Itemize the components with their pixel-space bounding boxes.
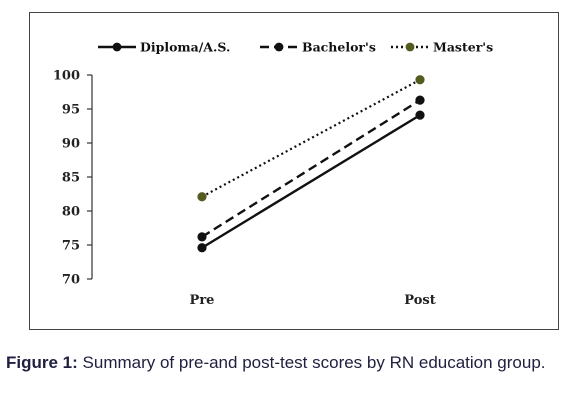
y-tick-label: 100 <box>53 69 80 84</box>
figure-frame <box>29 12 559 330</box>
legend-label: Diploma/A.S. <box>140 40 230 55</box>
legend: Diploma/A.S. Bachelor's Master's <box>98 40 493 55</box>
series-line-0 <box>201 114 421 249</box>
data-point <box>415 110 425 120</box>
legend-label: Master's <box>433 40 493 55</box>
series-line-2 <box>201 78 421 198</box>
x-axis-categories: Pre Post <box>190 293 436 308</box>
y-tick-label: 80 <box>62 205 80 220</box>
data-point <box>197 243 207 253</box>
legend-swatch-marker <box>405 42 415 52</box>
figure-caption: Figure 1: Summary of pre-and post-test s… <box>6 352 566 374</box>
y-tick-label: 85 <box>62 171 80 186</box>
line-chart: 70 75 80 85 90 95 100 Pre Post Diploma/A.S. Bach… <box>53 40 493 309</box>
y-axis-ticks: 70 75 80 85 90 95 100 <box>53 69 92 288</box>
data-point <box>197 232 207 242</box>
figure-label: Figure 1: <box>6 353 78 372</box>
y-tick-label: 70 <box>62 273 80 288</box>
legend-label: Bachelor's <box>302 40 376 55</box>
series-points <box>197 75 425 253</box>
series-lines <box>201 78 421 249</box>
legend-swatch-marker <box>274 42 284 52</box>
series-line-1 <box>201 99 421 238</box>
data-point <box>197 192 207 202</box>
data-point <box>415 95 425 105</box>
y-tick-label: 75 <box>62 239 80 254</box>
legend-swatch-marker <box>112 42 122 52</box>
y-tick-label: 95 <box>62 103 80 118</box>
x-category-label: Post <box>404 293 435 308</box>
caption-text: Summary of pre-and post-test scores by R… <box>77 353 546 372</box>
data-point <box>415 75 425 85</box>
y-tick-label: 90 <box>62 137 80 152</box>
x-category-label: Pre <box>190 293 215 308</box>
